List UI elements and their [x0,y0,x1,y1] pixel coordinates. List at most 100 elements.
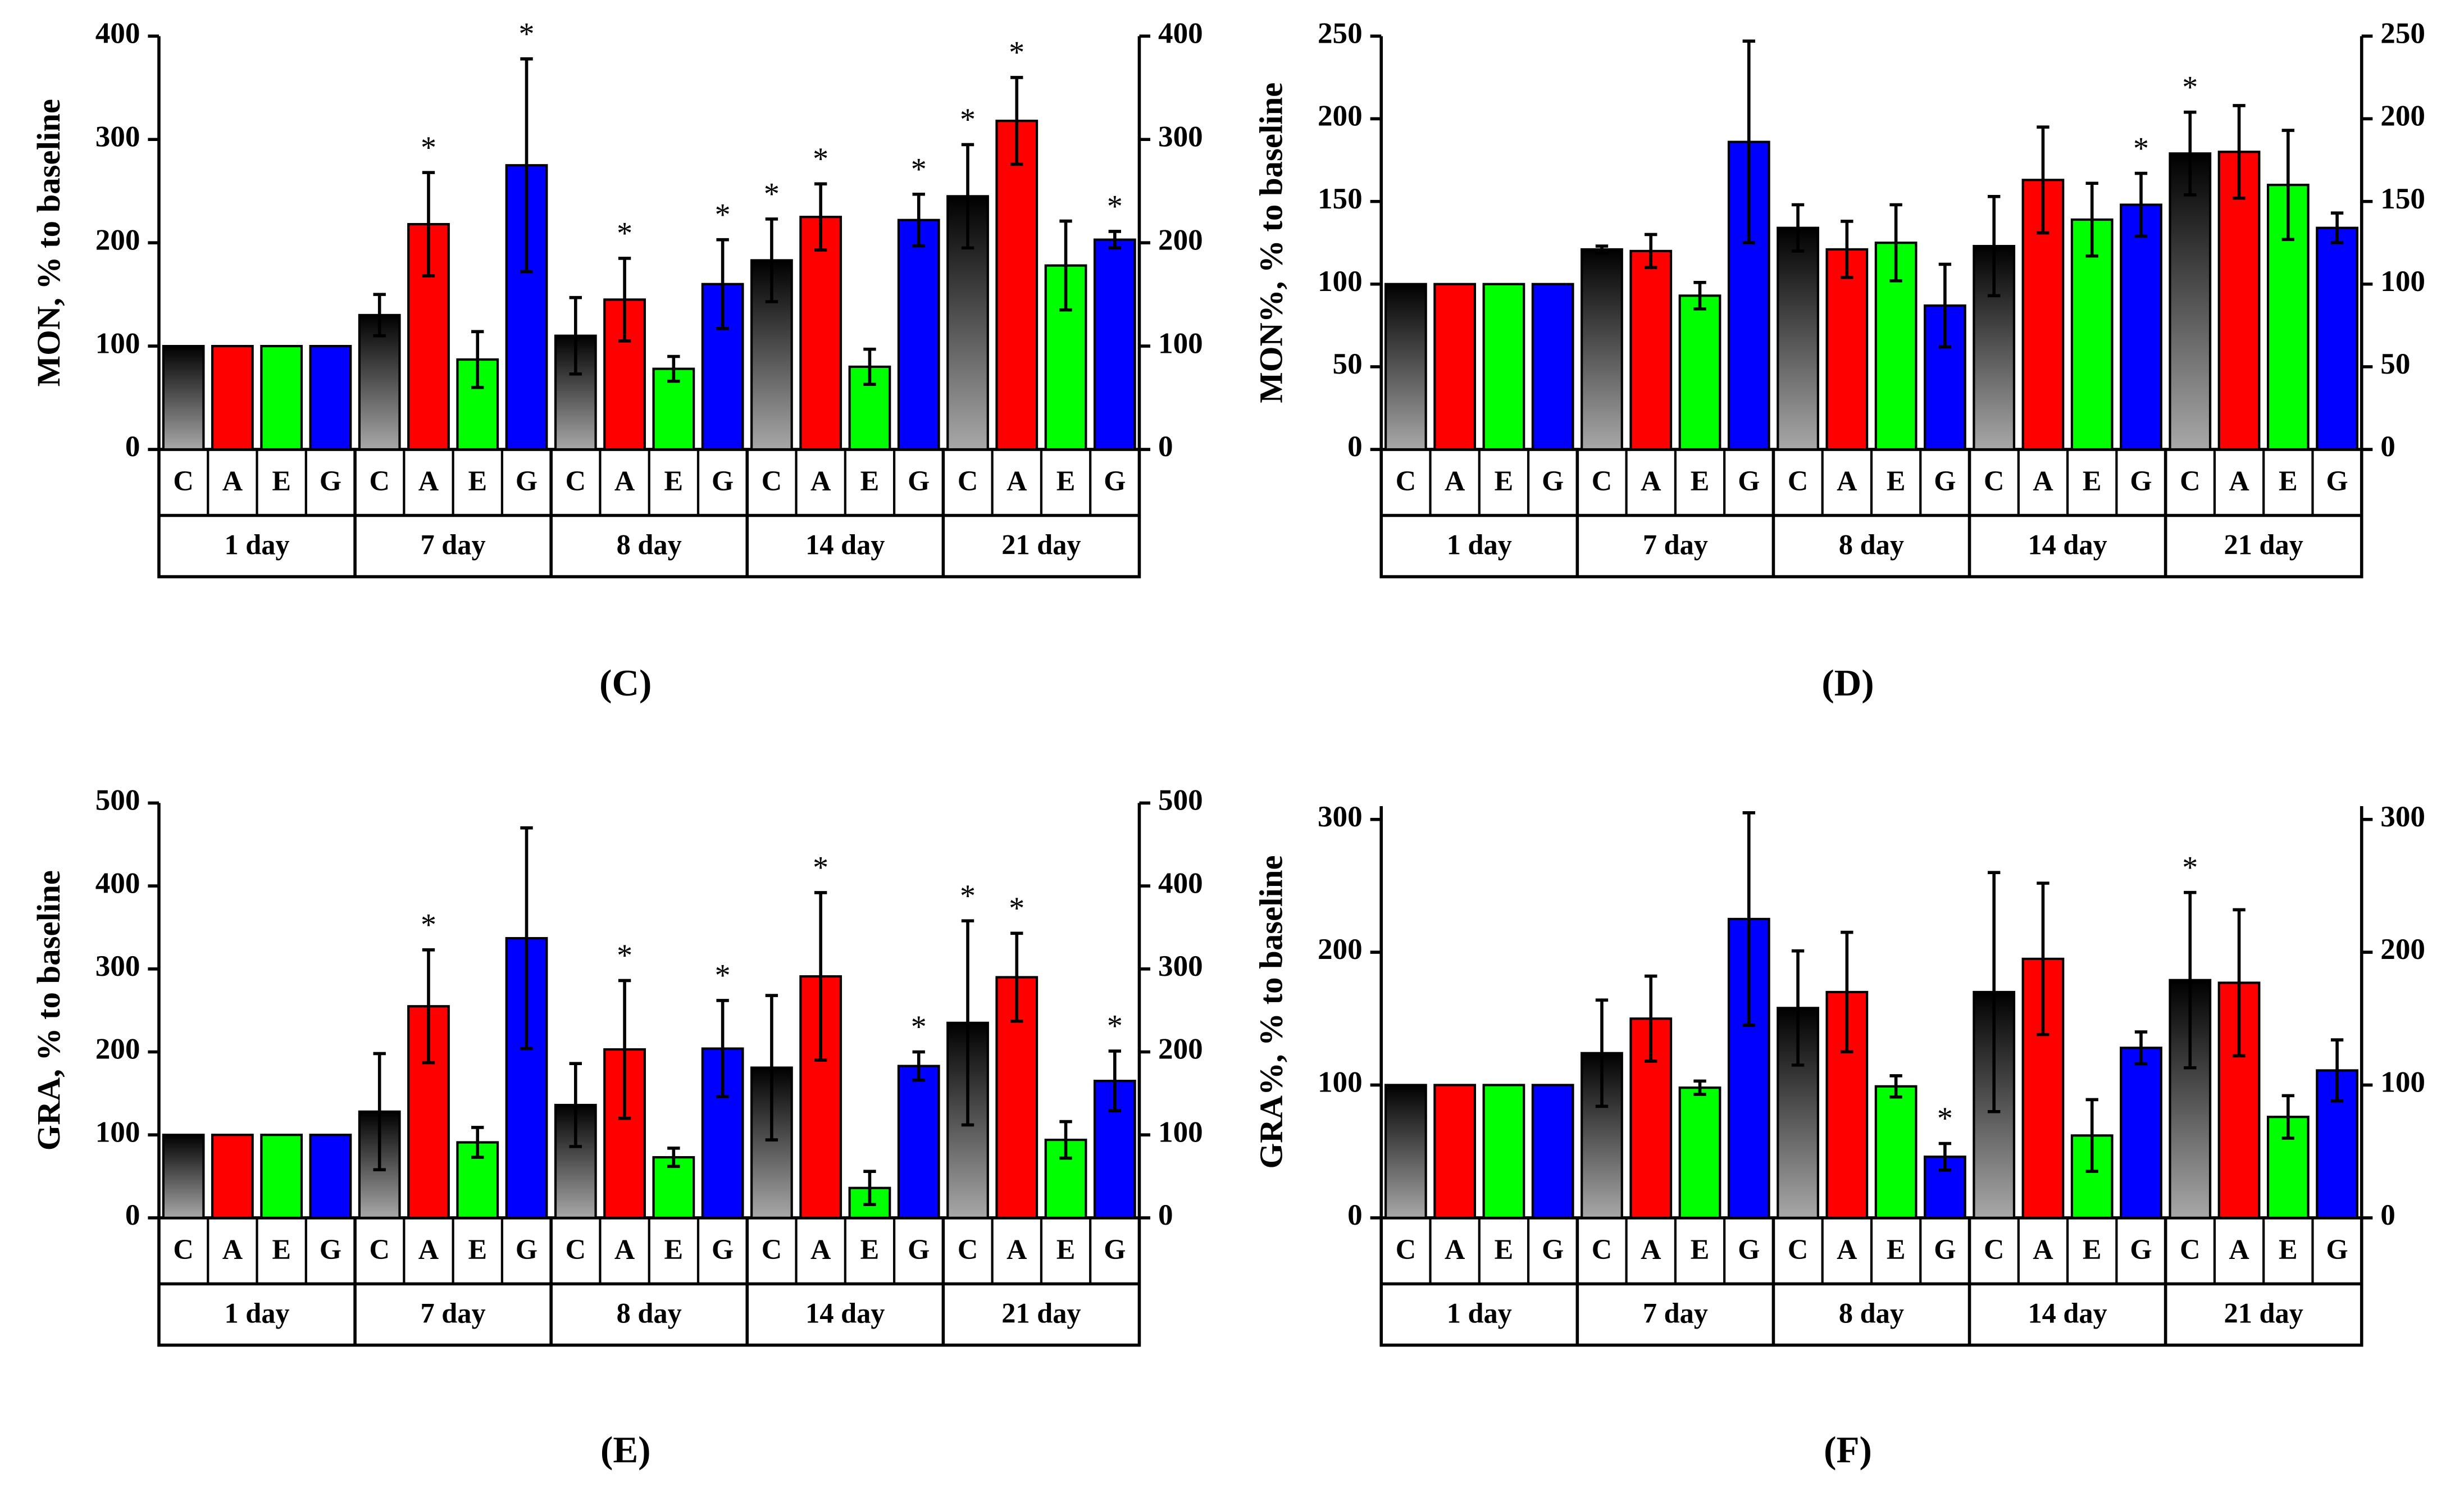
category-label: G [1738,465,1760,497]
category-label: C [1396,1234,1416,1265]
bar [260,1134,303,1219]
error-bar [618,979,631,1120]
bar [162,345,205,451]
error-bar [471,330,484,389]
y-tick-label: 200 [95,224,140,256]
y2-tick-label: 300 [2380,801,2425,833]
y2-tick-label: 150 [2380,183,2425,215]
error-bar [1938,1142,1952,1172]
significance-mark: * [1107,189,1123,224]
bar [897,219,940,451]
error-bar [1645,233,1657,270]
bar [260,345,303,451]
error-bar [863,1170,876,1207]
bar [2217,151,2261,451]
bar [1384,1084,1427,1219]
error-bar [1791,203,1805,253]
category-label: G [1738,1234,1760,1265]
category-label: E [1887,1234,1906,1265]
bar [799,216,842,451]
category-label: E [2083,465,2102,497]
y-tick-label: 300 [1318,801,1363,833]
error-bar [814,182,827,252]
group-label: 21 day [2224,529,2303,560]
error-bar [2233,908,2246,1058]
error-bar [1841,930,1853,1054]
y-tick-label: 100 [95,327,140,360]
group-label: 7 day [421,1297,486,1329]
category-label: A [2033,1234,2053,1265]
category-label: E [1056,1234,1076,1265]
error-bar [1742,39,1755,244]
significance-mark: * [960,879,976,913]
y-tick-label: 100 [1318,1066,1363,1099]
bar [1093,238,1136,451]
category-label: C [762,465,782,497]
y-tick-label: 0 [1347,1199,1363,1231]
bar [1777,226,1819,451]
y-tick-label: 500 [95,784,140,817]
bar [1581,248,1623,451]
category-label: E [2279,465,2298,497]
significance-mark: * [1009,35,1024,70]
error-bar [1938,262,1952,349]
y-tick-label: 400 [95,17,140,50]
bar [897,1065,940,1219]
error-bar [1693,281,1706,311]
category-label: G [1542,465,1564,497]
error-bar [1841,220,1853,279]
group-label: 14 day [805,1297,885,1329]
category-label: E [468,1234,487,1265]
group-label: 1 day [224,529,289,560]
significance-mark: * [519,16,535,51]
y2-tick-label: 0 [2380,1199,2395,1231]
group-label: 7 day [421,529,486,560]
category-label: C [958,1234,978,1265]
error-bar [1693,1079,1706,1096]
category-label: E [272,1234,291,1265]
category-label: C [1788,1234,1808,1265]
error-bar [422,948,435,1065]
y2-tick-label: 0 [1158,430,1173,463]
y-tick-label: 150 [1318,183,1363,215]
category-label: E [1056,465,1076,497]
bar [1433,1084,1477,1219]
category-label: C [1396,465,1416,497]
category-label: E [1495,1234,1514,1265]
category-label: E [1887,465,1906,497]
error-bar [373,293,386,338]
y2-tick-label: 50 [2380,348,2410,380]
group-label: 1 day [1447,1297,1512,1329]
group-label: 1 day [1447,529,1512,560]
error-bar [716,238,729,330]
error-bar [2037,125,2049,235]
y2-tick-label: 300 [1158,950,1203,983]
significance-mark: * [911,1010,927,1044]
bar [1678,1086,1721,1219]
category-label: A [1837,465,1857,497]
y2-tick-label: 200 [2380,933,2425,966]
category-label: E [860,1234,880,1265]
error-bar [716,999,729,1099]
error-bar [2233,104,2246,200]
y-tick-label: 0 [1347,430,1363,463]
error-bar [765,994,778,1142]
y2-tick-label: 0 [2380,430,2395,463]
category-label: A [418,1234,439,1265]
error-bar [2037,881,2049,1036]
category-label: G [320,1234,341,1265]
significance-mark: * [960,102,976,137]
error-bar [2134,171,2148,238]
category-label: A [1006,465,1027,497]
group-label: 8 day [617,529,682,560]
group-label: 14 day [2028,529,2107,560]
y2-tick-label: 250 [2380,17,2425,50]
error-bar [1742,811,1755,1027]
group-label: 1 day [224,1297,289,1329]
error-bar [1595,998,1609,1108]
panel-label: (E) [600,1429,650,1471]
error-bar [1987,194,2001,298]
category-label: C [566,1234,586,1265]
error-bar [863,347,876,386]
bar [1482,1084,1525,1219]
